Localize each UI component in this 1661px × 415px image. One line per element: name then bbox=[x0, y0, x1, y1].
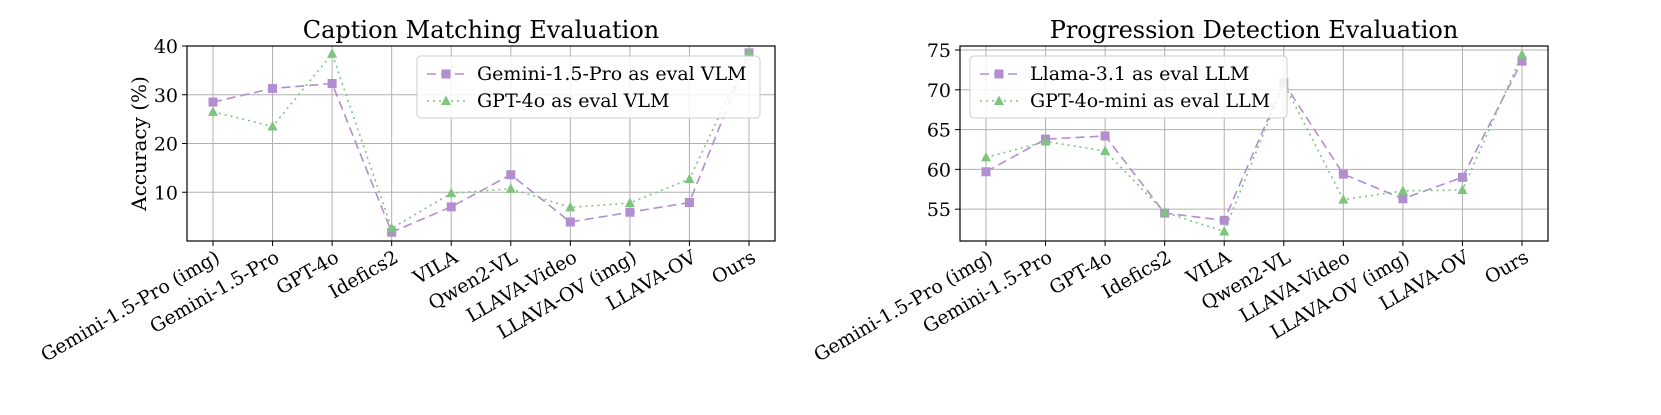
data-point-square bbox=[506, 170, 516, 180]
data-point-triangle bbox=[1457, 184, 1468, 195]
legend-marker-triangle bbox=[994, 95, 1004, 105]
legend-label: GPT-4o as eval VLM bbox=[477, 90, 670, 112]
legend-box bbox=[969, 55, 1288, 119]
data-point-square bbox=[684, 197, 694, 207]
data-point-triangle bbox=[1397, 185, 1408, 195]
y-tick-label: 10 bbox=[154, 182, 178, 204]
data-point-square bbox=[1219, 215, 1229, 225]
plot-frame bbox=[959, 45, 1549, 242]
data-point-triangle bbox=[267, 120, 278, 131]
y-tick-label: 70 bbox=[927, 80, 951, 102]
data-point-triangle bbox=[1219, 225, 1230, 236]
data-point-square bbox=[327, 79, 337, 89]
data-point-triangle bbox=[624, 197, 635, 207]
data-point-square bbox=[1517, 56, 1527, 66]
legend: Llama-3.1 as eval LLM GPT-4o-mini as eval… bbox=[969, 55, 1288, 119]
chart-title: Caption Matching Evaluation bbox=[303, 16, 660, 44]
y-tick-label: 65 bbox=[927, 120, 951, 142]
legend-label: Llama-3.1 as eval LLM bbox=[1030, 63, 1249, 85]
data-point-square bbox=[1398, 194, 1408, 204]
data-point-square bbox=[981, 167, 991, 177]
data-point-triangle bbox=[1338, 194, 1349, 204]
data-point-triangle bbox=[744, 47, 754, 57]
data-point-triangle bbox=[505, 183, 516, 193]
y-tick-label: 30 bbox=[154, 85, 178, 107]
y-tick-label: 75 bbox=[927, 40, 951, 62]
y-tick-label: 40 bbox=[154, 36, 178, 58]
x-tick-label: Ours bbox=[708, 246, 759, 288]
x-tick-label: Ours bbox=[1481, 246, 1532, 288]
x-tick-label: Idefics2 bbox=[325, 246, 402, 303]
data-point-triangle bbox=[1517, 49, 1527, 59]
data-point-triangle bbox=[386, 222, 397, 233]
y-axis-label: Accuracy (%) bbox=[127, 76, 151, 212]
data-point-square bbox=[268, 83, 278, 93]
data-point-square bbox=[625, 207, 635, 217]
data-point-triangle bbox=[327, 48, 338, 58]
legend: Gemini-1.5-Pro as eval VLM GPT-4o as eval… bbox=[416, 55, 761, 119]
data-point-triangle bbox=[1159, 206, 1170, 217]
legend-marker-square bbox=[994, 69, 1004, 79]
data-point-square bbox=[565, 217, 575, 227]
y-tick-label: 60 bbox=[927, 159, 951, 181]
data-point-square bbox=[1457, 172, 1467, 182]
chart-title: Progression Detection Evaluation bbox=[1050, 16, 1459, 44]
legend-label: GPT-4o-mini as eval LLM bbox=[1030, 90, 1270, 112]
data-point-square bbox=[1100, 131, 1110, 141]
data-point-square bbox=[1338, 169, 1348, 179]
data-point-square bbox=[446, 202, 456, 212]
data-point-square bbox=[208, 97, 218, 107]
data-point-triangle bbox=[684, 173, 695, 184]
x-tick-label: Idefics2 bbox=[1098, 246, 1175, 303]
data-point-triangle bbox=[1040, 136, 1051, 146]
data-point-triangle bbox=[208, 106, 218, 116]
data-point-triangle bbox=[446, 187, 457, 198]
y-tick-label: 20 bbox=[154, 134, 178, 156]
data-point-triangle bbox=[981, 151, 991, 162]
series-line-1 bbox=[212, 52, 750, 230]
data-point-triangle bbox=[565, 201, 576, 212]
plot-frame bbox=[186, 45, 776, 242]
y-tick-label: 55 bbox=[927, 199, 951, 221]
legend-box bbox=[416, 55, 761, 119]
data-point-triangle bbox=[1100, 145, 1111, 156]
legend-label: Gemini-1.5-Pro as eval VLM bbox=[477, 63, 747, 85]
legend-marker-square bbox=[441, 69, 451, 79]
series-line-1 bbox=[985, 54, 1523, 233]
legend-marker-triangle bbox=[441, 95, 451, 105]
